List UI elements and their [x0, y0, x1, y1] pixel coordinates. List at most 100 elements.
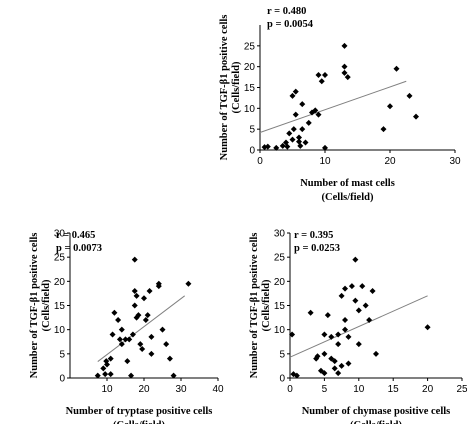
x-axis-label: (Cells/field) [113, 420, 165, 424]
data-point [299, 126, 306, 133]
data-point [273, 144, 280, 151]
x-tick-label: 15 [388, 384, 400, 395]
data-point [126, 336, 133, 343]
data-point [289, 136, 296, 143]
data-point [315, 111, 322, 118]
data-point [348, 283, 355, 290]
data-point [355, 341, 362, 348]
chart-chymase: r = 0.395 p = 0.0253 0 5 10 15 20 25 30 0 5 10 15 2… [249, 229, 467, 424]
y-tick-label: 5 [59, 349, 65, 360]
data-point [290, 126, 297, 133]
data-point [155, 283, 162, 290]
data-point [109, 331, 116, 338]
data-point [302, 139, 309, 146]
data-point [102, 371, 109, 378]
data-point [318, 78, 325, 85]
data-point [133, 292, 140, 299]
data-point [299, 101, 306, 108]
data-point [148, 333, 155, 340]
x-tick-label: 40 [212, 384, 224, 395]
data-point [148, 350, 155, 357]
data-point [100, 365, 107, 372]
data-point [139, 346, 146, 352]
data-point [321, 350, 328, 357]
p-value-label: p = 0.0054 [267, 19, 314, 30]
data-point [328, 333, 335, 340]
data-point [352, 256, 359, 263]
data-point [144, 312, 151, 319]
x-tick-label: 20 [384, 156, 396, 167]
x-tick-label: 30 [449, 156, 461, 167]
data-point [142, 317, 149, 323]
data-point [129, 331, 136, 338]
y-axis-label: (Cells/field) [261, 279, 272, 331]
data-point [341, 69, 348, 76]
data-point [111, 309, 118, 316]
data-point [122, 336, 129, 343]
x-axis-label: Number of chymase positive cells [302, 406, 451, 417]
data-point [286, 130, 293, 137]
x-tick-label: 0 [257, 156, 263, 167]
data-point [279, 142, 286, 149]
x-tick-label: 0 [287, 384, 293, 395]
data-point [137, 341, 144, 348]
data-point [341, 42, 348, 49]
data-point [124, 358, 131, 365]
trend-line [289, 295, 428, 358]
data-point [135, 312, 142, 319]
x-tick-label: 10 [101, 384, 113, 395]
data-point [424, 324, 431, 331]
data-point [342, 317, 349, 323]
data-point [335, 331, 342, 338]
data-point [335, 370, 342, 377]
data-point [314, 353, 321, 360]
data-point [159, 326, 166, 333]
y-tick-label: 25 [274, 253, 286, 264]
y-tick-label: 5 [249, 125, 255, 136]
y-axis-label: Number of TGF-β1 positive cells [219, 15, 230, 161]
data-point [131, 302, 138, 309]
data-point [185, 280, 192, 287]
x-tick-label: 20 [138, 384, 150, 395]
data-point [373, 350, 379, 357]
data-point [369, 288, 376, 294]
data-point [118, 326, 125, 333]
x-tick-label: 10 [353, 384, 365, 395]
data-point [307, 309, 314, 316]
r-value-label: r = 0.395 [294, 230, 333, 241]
data-point [345, 333, 352, 340]
data-point [292, 111, 299, 118]
data-point [406, 92, 413, 99]
data-point [289, 331, 296, 338]
chart-mast: r = 0.480 p = 0.0054 0 5 10 15 20 25 0 10 20 30 Nu… [219, 6, 461, 203]
p-value-label: p = 0.0073 [56, 243, 102, 254]
data-point [331, 358, 338, 365]
data-point [131, 256, 138, 263]
data-point [315, 72, 322, 78]
data-point [342, 326, 349, 333]
data-point [341, 63, 348, 70]
data-point [131, 288, 138, 294]
data-point [293, 372, 300, 379]
data-point [146, 288, 153, 294]
y-tick-label: 30 [274, 229, 286, 240]
data-point [366, 317, 373, 323]
data-point [387, 103, 393, 110]
data-point [362, 302, 369, 309]
data-point [128, 372, 135, 379]
data-point [107, 355, 114, 362]
data-point [104, 361, 110, 368]
data-point [352, 297, 359, 304]
data-point [324, 312, 331, 319]
x-tick-label: 5 [322, 384, 328, 395]
trend-line [97, 295, 186, 362]
y-axis-label: (Cells/field) [231, 61, 242, 113]
y-tick-label: 15 [274, 301, 286, 312]
r-value-label: r = 0.465 [56, 230, 95, 241]
data-point [393, 65, 400, 72]
data-point [345, 360, 352, 367]
data-point [116, 336, 123, 343]
y-axis-label: Number of TGF-β1 positive cells [249, 233, 260, 379]
y-tick-label: 20 [244, 62, 256, 73]
